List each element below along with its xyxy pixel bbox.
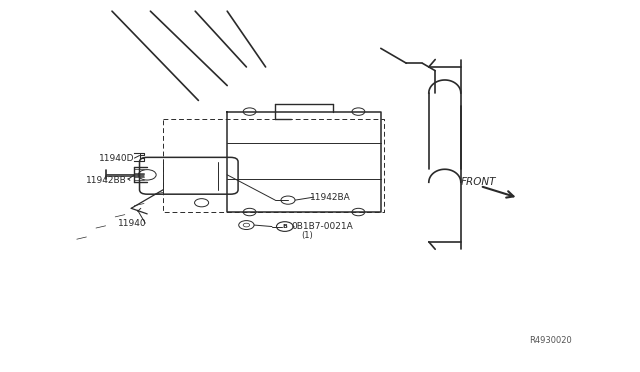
Text: 0B1B7-0021A: 0B1B7-0021A [291, 222, 353, 231]
Text: (1): (1) [301, 231, 312, 240]
Text: 11940: 11940 [118, 219, 147, 228]
Text: FRONT: FRONT [461, 177, 496, 187]
Text: B: B [282, 224, 287, 229]
Text: 11940D: 11940D [99, 154, 134, 163]
Text: R4930020: R4930020 [529, 336, 572, 345]
Text: 11942BA: 11942BA [310, 193, 351, 202]
Text: 11942BB: 11942BB [86, 176, 127, 185]
